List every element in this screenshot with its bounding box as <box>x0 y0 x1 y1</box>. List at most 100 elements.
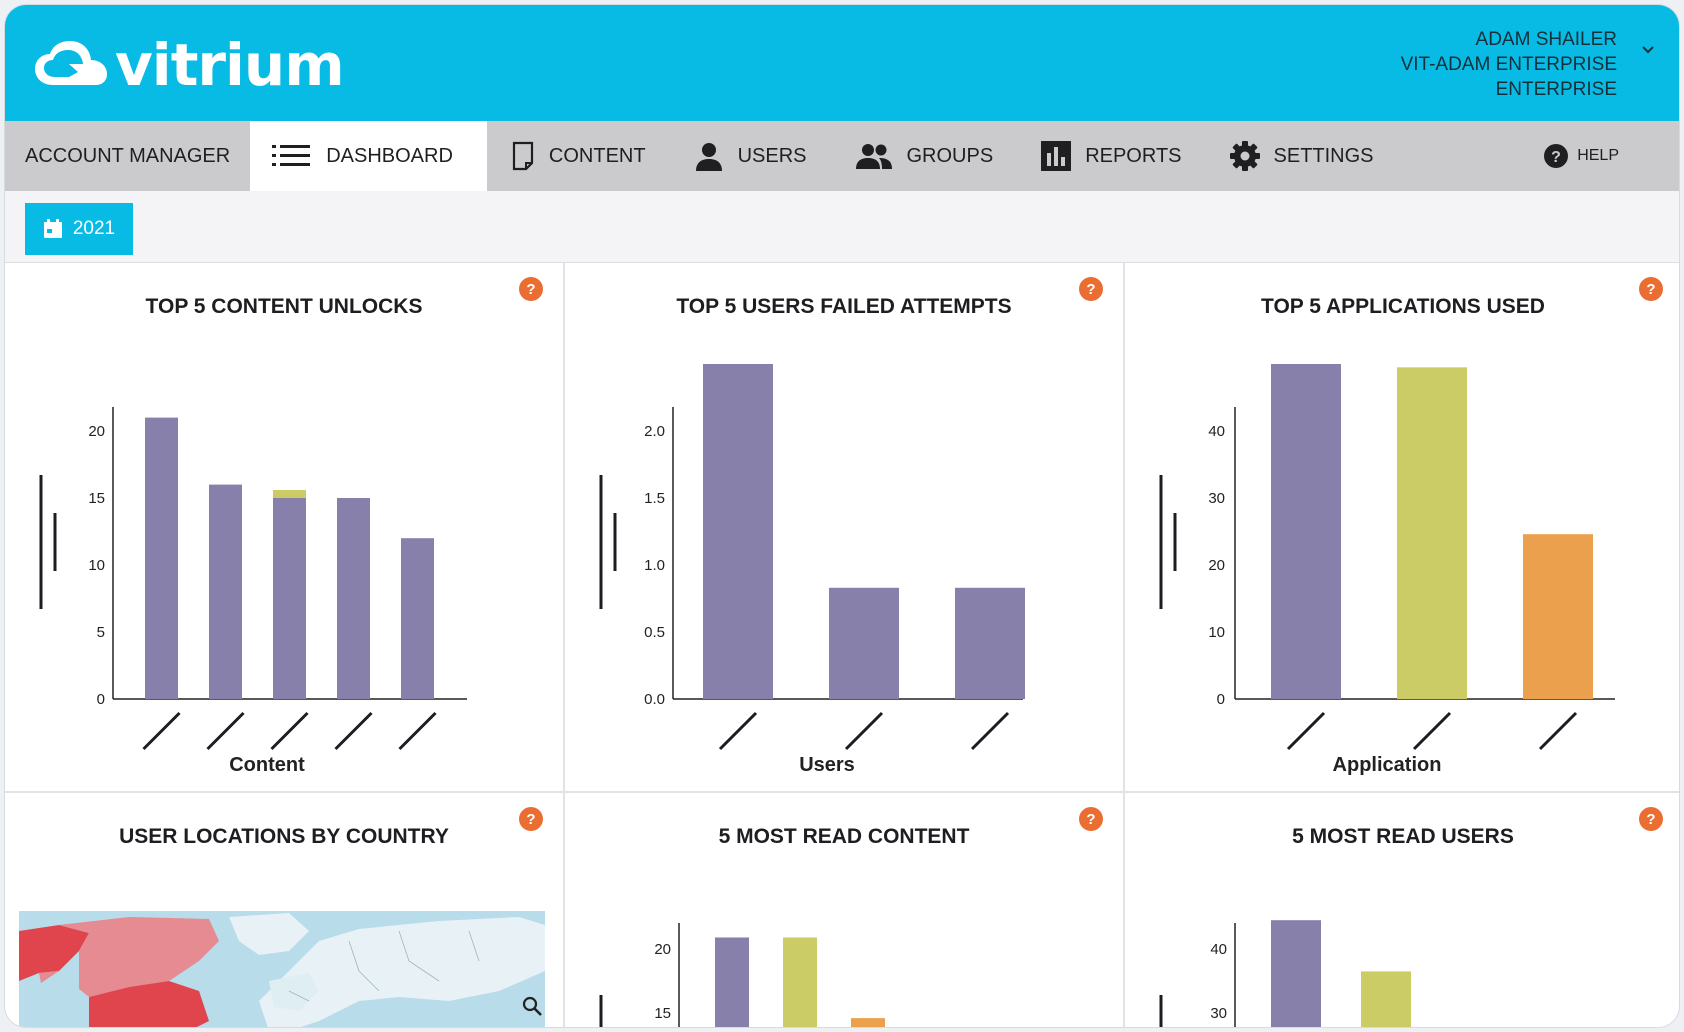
bar[interactable] <box>829 587 899 699</box>
document-icon <box>511 141 535 171</box>
nav-settings[interactable]: SETTINGS <box>1206 121 1398 191</box>
chart-most-read-users: 30 40 <box>1159 920 1411 1028</box>
nav-help-label: HELP <box>1577 147 1619 164</box>
bar[interactable] <box>1523 534 1593 699</box>
bar[interactable] <box>401 538 434 699</box>
nav-account-manager-label: ACCOUNT MANAGER <box>25 144 231 167</box>
world-map[interactable] <box>19 911 545 1027</box>
filter-bar: 2021 <box>5 191 1679 263</box>
x-tick-label <box>398 711 437 751</box>
world-map-image <box>19 913 545 1027</box>
panel-title: USER LOCATIONS BY COUNTRY <box>119 825 449 848</box>
vitrium-logo[interactable]: vitrium <box>33 31 345 99</box>
year-filter-label: 2021 <box>72 218 116 239</box>
nav-content-label: CONTENT <box>548 144 646 167</box>
nav-reports-label: REPORTS <box>1085 144 1182 167</box>
y-tick-label: 20 <box>654 941 671 958</box>
x-tick-label <box>142 711 181 751</box>
panel-title: 5 MOST READ CONTENT <box>718 825 970 848</box>
x-tick-label <box>1538 711 1578 751</box>
bar-chart-icon <box>1041 141 1072 171</box>
bar[interactable] <box>273 489 306 498</box>
help-badge-icon[interactable]: ? <box>1079 807 1103 831</box>
y-tick-label: 0 <box>97 691 105 708</box>
nav-dashboard[interactable]: DASHBOARD <box>250 121 487 191</box>
cloud-logo-icon <box>35 41 107 85</box>
nav-groups-label: GROUPS <box>906 144 994 167</box>
bar[interactable] <box>1397 367 1467 699</box>
x-tick-label <box>1412 711 1452 751</box>
y-tick-label: 10 <box>88 557 105 574</box>
bar[interactable] <box>1361 971 1411 1028</box>
x-axis-title: Users <box>799 754 855 776</box>
panel-title: TOP 5 APPLICATIONS USED <box>1261 295 1545 318</box>
bar[interactable] <box>703 364 773 699</box>
y-tick-label: 0.5 <box>644 624 665 641</box>
bar[interactable] <box>851 1018 885 1028</box>
bar[interactable] <box>337 498 370 699</box>
nav-help[interactable]: ? HELP <box>1519 121 1679 191</box>
x-tick-label <box>970 711 1010 751</box>
search-icon[interactable] <box>521 995 543 1017</box>
bar[interactable] <box>783 937 817 1028</box>
panel-most-read-content: 5 MOST READ CONTENT ? 15 20 <box>565 793 1125 1028</box>
y-tick-label: 40 <box>1208 423 1225 440</box>
top-header: vitrium ADAM SHAILER VIT-ADAM ENTERPRISE… <box>5 5 1679 121</box>
y-tick-label: 0 <box>1217 691 1225 708</box>
x-tick-label <box>1286 711 1326 751</box>
x-tick-label <box>718 711 758 751</box>
nav-settings-label: SETTINGS <box>1273 144 1374 167</box>
nav-spacer <box>1398 121 1520 191</box>
calendar-icon <box>43 219 63 239</box>
bar[interactable] <box>955 587 1025 699</box>
help-badge-icon[interactable]: ? <box>519 807 543 831</box>
y-tick-label: 1.0 <box>644 557 665 574</box>
y-tick-label: 30 <box>1210 1005 1227 1022</box>
panel-user-locations: USER LOCATIONS BY COUNTRY ? <box>5 793 565 1027</box>
help-badge-icon[interactable]: ? <box>1079 277 1103 301</box>
x-axis-title: Content <box>229 754 305 776</box>
x-tick-label <box>334 711 373 751</box>
user-name: ADAM SHAILER <box>1475 29 1617 50</box>
group-icon <box>855 142 893 170</box>
y-tick-label: 15 <box>88 490 105 507</box>
app-window: vitrium ADAM SHAILER VIT-ADAM ENTERPRISE… <box>4 4 1680 1028</box>
help-badge-icon[interactable]: ? <box>1639 277 1663 301</box>
nav-users-label: USERS <box>737 144 807 167</box>
help-badge-icon[interactable]: ? <box>1639 807 1663 831</box>
y-tick-label: 5 <box>97 624 105 641</box>
question-circle-icon: ? <box>1543 143 1569 169</box>
x-axis-title: Application <box>1333 754 1442 776</box>
bar[interactable] <box>209 484 242 699</box>
panel-most-read-users: 5 MOST READ USERS ? 30 40 <box>1125 793 1679 1028</box>
help-badge-icon[interactable]: ? <box>519 277 543 301</box>
bar[interactable] <box>145 417 178 699</box>
nav-users[interactable]: USERS <box>670 121 831 191</box>
chart-apps-used: 0 10 20 30 40 Application <box>1159 364 1615 776</box>
year-filter-button[interactable]: 2021 <box>25 203 133 255</box>
bar[interactable] <box>273 498 306 699</box>
panel-users-failed: TOP 5 USERS FAILED ATTEMPTS ? 0.0 0.5 1.0 1… <box>565 263 1125 793</box>
y-tick-label: 20 <box>1208 557 1225 574</box>
bar[interactable] <box>1271 364 1341 699</box>
nav-groups[interactable]: GROUPS <box>831 121 1018 191</box>
svg-text:?: ? <box>1551 149 1561 166</box>
nav-account-manager[interactable]: ACCOUNT MANAGER <box>5 121 250 191</box>
bar[interactable] <box>715 937 749 1028</box>
y-tick-label: 10 <box>1208 624 1225 641</box>
panel-title: TOP 5 CONTENT UNLOCKS <box>145 295 423 318</box>
organization-name: VIT-ADAM ENTERPRISE <box>1400 54 1617 75</box>
nav-reports[interactable]: REPORTS <box>1017 121 1205 191</box>
y-tick-label: 2.0 <box>644 423 665 440</box>
y-tick-label: 15 <box>654 1005 671 1022</box>
chevron-down-icon[interactable] <box>1637 39 1659 61</box>
bar[interactable] <box>1271 920 1321 1028</box>
panel-content-unlocks: TOP 5 CONTENT UNLOCKS ? 0 5 10 15 20 Content <box>5 263 565 793</box>
main-nav: ACCOUNT MANAGER DASHBOARD CONTENT <box>5 121 1679 191</box>
y-tick-label: 30 <box>1208 490 1225 507</box>
user-menu[interactable]: ADAM SHAILER VIT-ADAM ENTERPRISE ENTERPR… <box>1401 27 1617 102</box>
panel-apps-used: TOP 5 APPLICATIONS USED ? 0 10 20 30 40 Appli… <box>1125 263 1679 793</box>
y-tick-label: 0.0 <box>644 691 665 708</box>
nav-content[interactable]: CONTENT <box>487 121 670 191</box>
logo-wordmark: vitrium <box>115 31 345 99</box>
